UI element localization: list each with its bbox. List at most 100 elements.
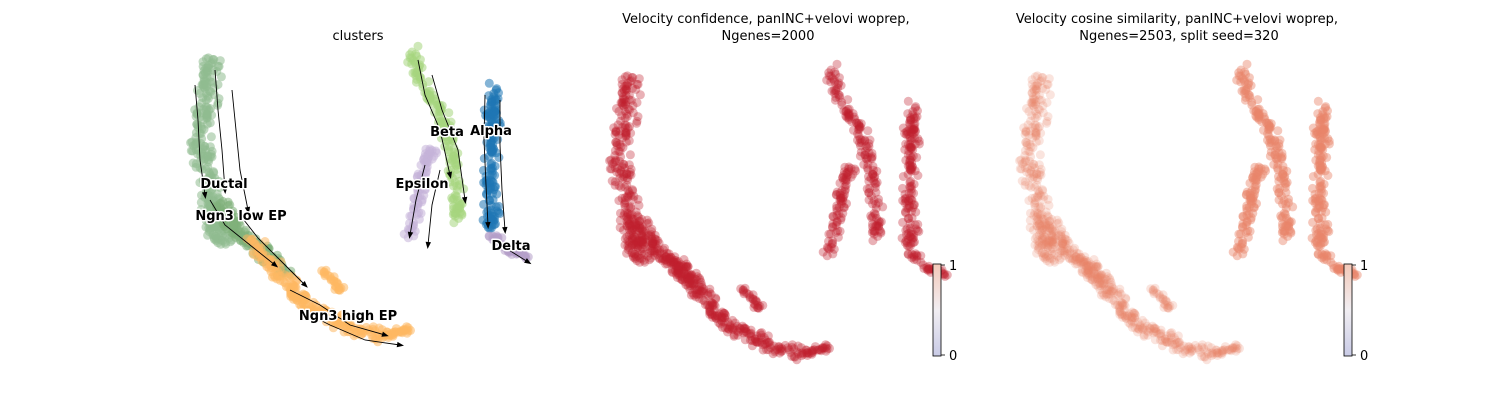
cosine-point (1107, 280, 1117, 290)
confidence-point (741, 324, 751, 334)
cosine-point (1032, 180, 1042, 190)
cosine-point (1060, 230, 1070, 240)
cosine-point (1245, 178, 1255, 188)
cluster-point (228, 220, 238, 230)
cosine-point (1083, 261, 1093, 271)
confidence-point (672, 267, 682, 277)
confidence-point (620, 202, 630, 212)
confidence-point (903, 96, 913, 106)
cosine-point (1126, 316, 1136, 325)
cosine-point (1250, 162, 1260, 172)
confidence-point (698, 295, 708, 305)
cosine-point (1214, 349, 1224, 359)
cosine-point (1127, 313, 1137, 323)
confidence-point (840, 162, 850, 172)
cosine-point (1280, 178, 1290, 188)
confidence-point (868, 161, 878, 171)
cluster-point (302, 292, 311, 302)
confidence-point (631, 252, 641, 262)
cosine-point (1095, 273, 1104, 282)
cluster-point (399, 229, 409, 239)
cosine-point (1314, 196, 1324, 206)
cosine-point (1145, 323, 1155, 333)
streamline-arrow (301, 281, 308, 288)
confidence-point (828, 236, 838, 246)
confidence-point (605, 164, 615, 174)
confidence-point (871, 199, 881, 209)
cosine-point (1113, 300, 1123, 310)
confidence-point (693, 285, 703, 295)
confidence-point (914, 227, 924, 237)
cosine-point (1026, 208, 1035, 218)
cluster-point (216, 72, 226, 82)
cosine-point (1085, 262, 1095, 271)
cluster-point (223, 197, 233, 207)
cosine-point (1324, 139, 1334, 149)
cosine-point (1173, 331, 1183, 341)
confidence-point (909, 188, 919, 198)
cosine-point (1030, 120, 1040, 130)
cosine-point (1311, 193, 1321, 203)
cosine-point (1174, 345, 1183, 355)
cosine-point (1028, 84, 1038, 94)
cosine-point (1139, 323, 1149, 333)
cosine-point (1048, 223, 1058, 232)
cosine-point (1318, 125, 1327, 135)
cosine-point (1239, 244, 1249, 254)
cosine-point (1118, 301, 1128, 311)
confidence-point (909, 200, 919, 210)
confidence-point (840, 186, 850, 196)
cosine-point (1231, 346, 1241, 356)
confidence-point (909, 112, 919, 122)
cosine-point (1030, 198, 1040, 208)
confidence-point (646, 246, 656, 256)
cosine-point (1156, 328, 1166, 338)
confidence-point (907, 161, 917, 171)
cosine-point (1254, 162, 1264, 172)
cosine-point (1323, 134, 1333, 144)
confidence-point (657, 255, 667, 265)
cosine-point (1235, 343, 1244, 353)
cosine-point (1026, 182, 1036, 192)
confidence-point (847, 117, 857, 127)
confidence-point (674, 266, 684, 276)
cluster-point (407, 59, 417, 69)
confidence-point (808, 347, 818, 357)
cosine-point (1093, 262, 1103, 272)
cosine-point (1249, 202, 1259, 212)
cosine-point (1251, 111, 1261, 121)
cosine-point (1095, 270, 1105, 280)
cosine-point (1284, 221, 1294, 231)
cosine-point (1270, 150, 1280, 160)
confidence-point (763, 331, 773, 341)
cosine-point (1080, 252, 1090, 262)
confidence-point (848, 109, 858, 118)
confidence-point (629, 234, 639, 244)
confidence-point (901, 193, 911, 203)
confidence-point (620, 72, 630, 82)
confidence-point (661, 252, 671, 262)
confidence-point (766, 343, 775, 353)
confidence-point (623, 209, 633, 219)
cosine-point (1058, 240, 1068, 250)
confidence-point (621, 84, 631, 94)
cosine-point (1228, 343, 1238, 353)
cosine-point (1026, 98, 1036, 108)
confidence-point (822, 341, 832, 351)
confidence-point (824, 68, 834, 78)
cosine-point (1203, 341, 1213, 351)
cosine-point (1089, 255, 1099, 264)
cosine-point (1285, 217, 1295, 227)
confidence-point (620, 240, 630, 250)
cosine-point (1148, 285, 1158, 295)
cosine-point (1308, 217, 1318, 227)
confidence-point (638, 227, 648, 237)
cosine-point (1146, 284, 1156, 294)
cosine-point (1079, 259, 1089, 269)
confidence-point (906, 115, 916, 125)
confidence-point (908, 234, 918, 244)
cosine-point (1175, 340, 1185, 350)
cosine-point (1021, 137, 1031, 147)
confidence-point (735, 323, 745, 333)
cosine-point (1128, 308, 1138, 318)
